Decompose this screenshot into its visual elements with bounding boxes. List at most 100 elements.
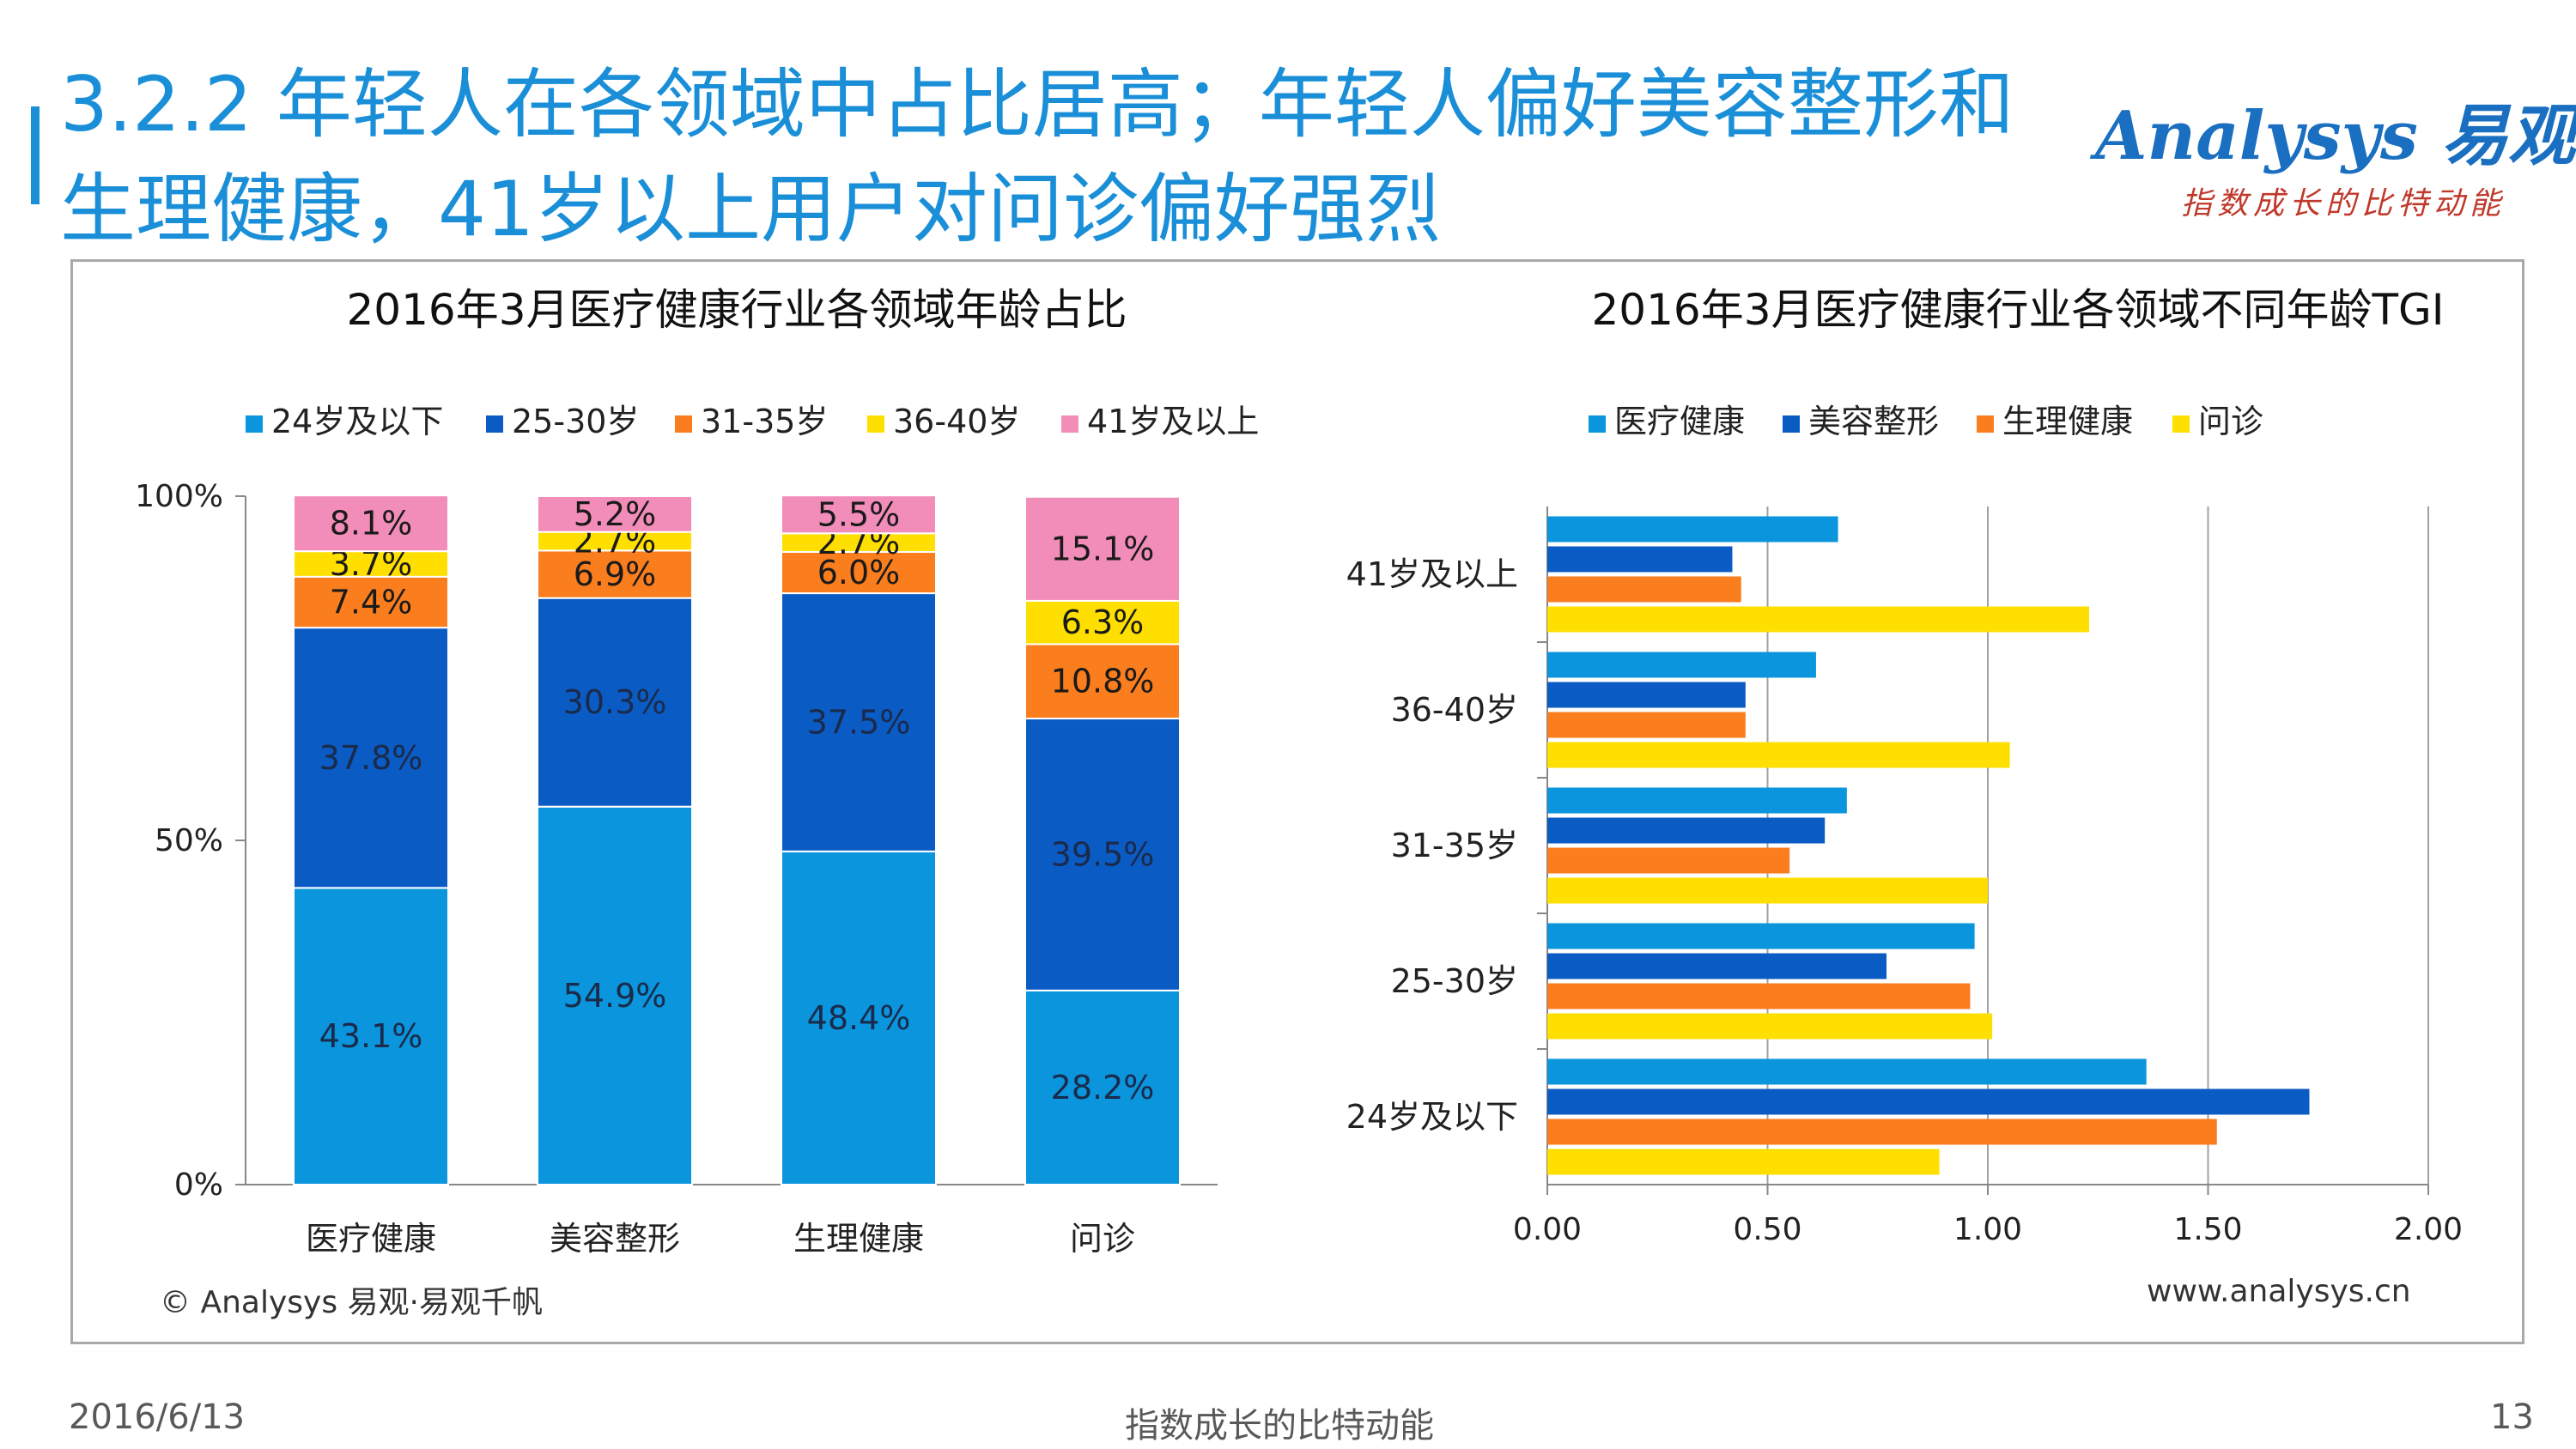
- chart2-legend-swatch: [1977, 415, 1994, 433]
- chart1-legend-swatch: [246, 415, 263, 433]
- footer-date: 2016/6/13: [69, 1397, 246, 1437]
- chart1-bar-segment: [781, 850, 937, 1185]
- chart2-bar: [1547, 1119, 2217, 1145]
- chart2-bar: [1547, 983, 1971, 1009]
- chart2-category-label: 25-30岁: [1391, 962, 1518, 1000]
- chart1-data-label: 37.8%: [319, 739, 423, 777]
- chart1-legend-swatch: [675, 415, 692, 433]
- chart2-bar: [1547, 953, 1887, 979]
- chart2-bar: [1547, 847, 1790, 874]
- chart2-legend-swatch: [1783, 415, 1800, 433]
- chart1-data-label: 15.1%: [1051, 530, 1155, 567]
- chart1-y-tick-label: 50%: [155, 823, 223, 858]
- chart2-legend-swatch: [2172, 415, 2190, 433]
- title-accent-bar: [31, 106, 39, 204]
- chart2-bar: [1547, 742, 2010, 768]
- chart2-title: 2016年3月医疗健康行业各领域不同年龄TGI: [1591, 285, 2444, 335]
- chart2-legend-label: 生理健康: [2002, 403, 2133, 440]
- chart2-bar: [1547, 606, 2089, 633]
- page-title-line2: 生理健康，41岁以上用户对问诊偏好强烈: [60, 165, 1441, 253]
- chart1-data-label: 6.9%: [574, 555, 657, 593]
- chart2-x-tick-label: 2.00: [2394, 1212, 2463, 1247]
- analysys-logo: Analysys 易观: [2095, 97, 2576, 175]
- chart2-bar: [1547, 1058, 2147, 1085]
- chart1-data-label: 8.1%: [330, 505, 413, 543]
- chart2-legend-swatch: [1589, 415, 1606, 433]
- chart1-legend-swatch: [867, 415, 884, 433]
- chart2-x-tick-label: 0.00: [1513, 1212, 1582, 1247]
- chart2-bar: [1547, 576, 1741, 603]
- chart1-data-label: 7.4%: [330, 584, 413, 621]
- chart2-x-tick-label: 1.00: [1953, 1212, 2022, 1247]
- chart2-bar: [1547, 652, 1816, 678]
- chart1-data-label: 10.8%: [1051, 663, 1155, 700]
- chart1-legend-label: 36-40岁: [893, 403, 1020, 440]
- chart1-data-label: 43.1%: [319, 1017, 423, 1055]
- chart2-x-tick-label: 0.50: [1733, 1212, 1801, 1247]
- website-text: www.analysys.cn: [2147, 1274, 2411, 1309]
- chart1-data-label: 39.5%: [1051, 835, 1155, 873]
- chart1-bar-segment: [293, 494, 449, 553]
- chart2-bar: [1547, 923, 1975, 949]
- chart-frame: [70, 259, 2524, 1344]
- chart1-legend-label: 25-30岁: [512, 403, 639, 440]
- chart2-category-label: 31-35岁: [1391, 827, 1518, 864]
- chart1-data-label: 37.5%: [807, 703, 911, 741]
- chart1-bar-segment: [1024, 643, 1181, 720]
- chart1-bar-segment: [781, 592, 937, 852]
- chart1-legend-label: 24岁及以下: [271, 403, 443, 440]
- chart2-x-tick-label: 1.50: [2173, 1212, 2242, 1247]
- footer-center-text: 指数成长的比特动能: [1125, 1406, 1434, 1446]
- chart1-bar-segment: [293, 887, 449, 1185]
- chart1-y-tick-label: 0%: [174, 1167, 223, 1203]
- chart1-bar-segment: [293, 550, 449, 578]
- chart1-bar-segment: [1024, 718, 1181, 991]
- chart2-bar: [1547, 546, 1733, 573]
- chart2-category-label: 24岁及以下: [1346, 1098, 1518, 1136]
- chart2-bar: [1547, 787, 1847, 814]
- chart2-legend-label: 美容整形: [1808, 403, 1939, 440]
- chart1-legend-swatch: [1061, 415, 1078, 433]
- chart1-legend-label: 41岁及以上: [1087, 403, 1259, 440]
- chart1-bar-segment: [293, 627, 449, 889]
- chart2-category-label: 41岁及以上: [1346, 555, 1518, 593]
- chart2-bar: [1547, 1149, 1940, 1175]
- chart1-category-label: 问诊: [1070, 1220, 1135, 1258]
- chart2-category-label: 36-40岁: [1391, 691, 1518, 729]
- chart1-bar-segment: [537, 805, 693, 1186]
- chart2-legend-label: 问诊: [2198, 403, 2263, 440]
- chart2-bar: [1547, 817, 1826, 844]
- chart1-data-label: 48.4%: [807, 999, 911, 1037]
- chart1-data-label: 6.0%: [817, 554, 901, 591]
- copyright-text: © Analysys 易观·易观千帆: [160, 1285, 543, 1320]
- chart1-bar-segment: [1024, 989, 1181, 1186]
- chart2-legend-label: 医疗健康: [1614, 403, 1745, 440]
- chart1-bar-segment: [781, 494, 937, 535]
- chart1-data-label: 54.9%: [563, 977, 667, 1015]
- chart1-category-label: 美容整形: [550, 1220, 680, 1258]
- chart1-bar-segment: [293, 575, 449, 629]
- chart1-data-label: 28.2%: [1051, 1069, 1155, 1106]
- page-title-line1: 3.2.2 年轻人在各领域中占比居高；年轻人偏好美容整形和: [60, 60, 2014, 149]
- chart1-legend-label: 31-35岁: [701, 403, 828, 440]
- chart2-bar: [1547, 516, 1838, 543]
- chart1-title: 2016年3月医疗健康行业各领域年龄占比: [346, 285, 1127, 335]
- chart2-bar: [1547, 682, 1746, 708]
- chart2-bar: [1547, 712, 1746, 738]
- chart1-bar-segment: [537, 597, 693, 808]
- chart1-bar-segment: [537, 549, 693, 599]
- chart1-bar-segment: [1024, 495, 1181, 602]
- chart2-bar: [1547, 1013, 1993, 1040]
- logo-tagline: 指数成长的比特动能: [2181, 186, 2506, 221]
- chart1-y-tick-label: 100%: [135, 479, 223, 514]
- chart1-category-label: 医疗健康: [306, 1220, 436, 1258]
- chart1-bar-segment: [1024, 599, 1181, 646]
- chart1-bar-segment: [537, 495, 693, 533]
- chart1-data-label: 6.3%: [1061, 603, 1145, 641]
- chart2-bar: [1547, 877, 1988, 904]
- chart2-bar: [1547, 1088, 2310, 1115]
- chart1-legend-swatch: [486, 415, 503, 433]
- chart1-category-label: 生理健康: [793, 1220, 924, 1258]
- chart1-data-label: 5.5%: [817, 495, 901, 533]
